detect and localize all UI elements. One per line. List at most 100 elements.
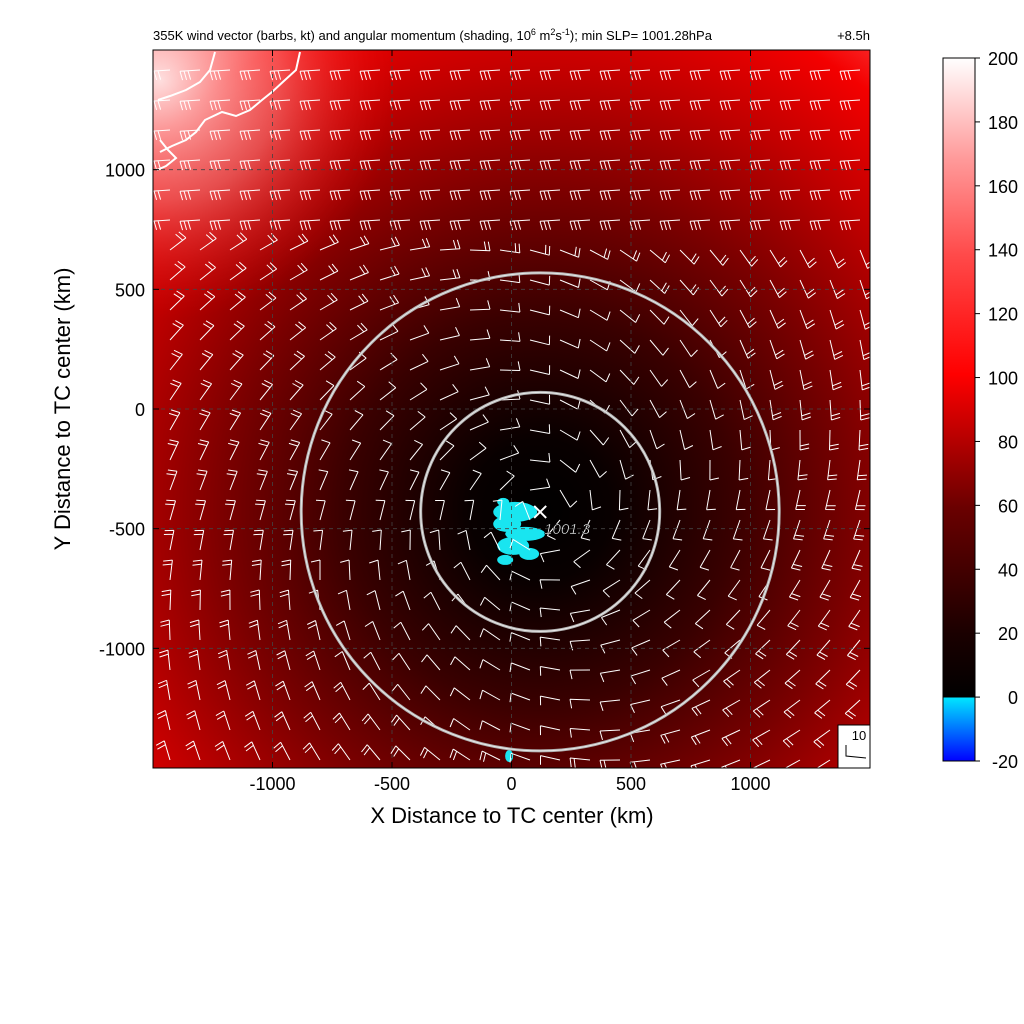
chart-title: 355K wind vector (barbs, kt) and angular… (153, 27, 713, 43)
wind-barb (660, 729, 681, 744)
wind-barb (359, 159, 381, 171)
wind-barb (302, 742, 321, 761)
wind-barb (679, 459, 691, 481)
reference-barb-box (837, 724, 871, 769)
wind-barb (719, 99, 741, 111)
wind-barb (229, 350, 244, 371)
wind-barb (799, 369, 813, 391)
wind-barb (589, 309, 611, 321)
wind-barb (349, 293, 369, 311)
wind-barb (739, 309, 757, 328)
wind-barb (509, 129, 531, 141)
wind-barb (340, 559, 351, 581)
wind-barb (839, 219, 861, 231)
wind-barb (193, 529, 205, 551)
wind-barb (689, 159, 711, 171)
wind-barb (722, 699, 741, 718)
wind-barb (153, 99, 171, 111)
y-tick-label: -500 (109, 520, 145, 540)
wind-barb (397, 559, 411, 581)
wind-barb (752, 729, 771, 748)
wind-barb (599, 729, 621, 741)
wind-barb (469, 358, 491, 371)
wind-barb (179, 99, 201, 111)
wind-barb (255, 499, 266, 521)
wind-barb (389, 99, 411, 111)
wind-barb (274, 711, 291, 731)
wind-barb (813, 729, 831, 749)
wind-barb (784, 669, 801, 690)
wind-barb (319, 409, 333, 431)
wind-barb (259, 320, 276, 341)
wind-barb (629, 219, 651, 231)
wind-barb (849, 579, 862, 601)
wind-barb (739, 399, 753, 421)
wind-barb (361, 713, 381, 731)
colorbar-tick-label: 20 (998, 624, 1018, 644)
wind-barb (546, 519, 561, 541)
wind-barb (192, 559, 203, 581)
wind-barb (709, 429, 722, 451)
wind-barb (589, 369, 611, 383)
wind-barb (429, 529, 441, 551)
x-tick-label: -500 (374, 774, 410, 794)
wind-barb (853, 519, 865, 541)
wind-barb (299, 69, 321, 81)
wind-barb (529, 478, 551, 491)
wind-barb (439, 440, 455, 461)
wind-barb (816, 759, 831, 768)
wind-barb (189, 619, 201, 641)
wind-barb (851, 549, 863, 571)
wind-barb (634, 579, 651, 600)
wind-barb (329, 129, 351, 141)
wind-barb (169, 290, 185, 311)
colorbar-tick-label: 80 (998, 432, 1018, 452)
wind-barb (569, 189, 591, 201)
wind-barb (665, 579, 681, 600)
wind-barb (165, 499, 176, 521)
wind-barb (259, 409, 272, 431)
wind-barb (166, 469, 178, 491)
wind-barb (273, 741, 291, 761)
wind-barb (499, 302, 521, 313)
y-tick-label: 500 (115, 280, 145, 300)
wind-barb (319, 234, 339, 251)
wind-barb (509, 752, 531, 763)
wind-barb (689, 99, 711, 111)
wind-barb (540, 755, 561, 765)
wind-barb (449, 189, 471, 201)
wind-barb (829, 309, 845, 330)
wind-barb (349, 380, 366, 401)
wind-barb (359, 129, 381, 141)
y-tick-label: -1000 (99, 639, 145, 659)
wind-barb (691, 699, 711, 717)
wind-barb (663, 609, 681, 629)
wind-barb (349, 322, 368, 341)
wind-barb (187, 679, 201, 701)
wind-barb (589, 429, 610, 446)
wind-barb (659, 219, 681, 231)
wind-barb (155, 740, 171, 761)
wind-barb (769, 339, 785, 360)
wind-barb (539, 69, 561, 81)
wind-barb (689, 189, 711, 201)
wind-barb (269, 69, 291, 81)
negative-momentum-patch (505, 750, 514, 762)
wind-barb (409, 439, 423, 461)
colorbar-tick-label: 100 (988, 369, 1018, 389)
wind-barb (569, 159, 591, 171)
wind-barb (661, 669, 681, 686)
wind-barb (334, 651, 351, 671)
wind-barb (719, 159, 741, 171)
wind-barb (589, 339, 611, 352)
wind-barb (239, 69, 261, 81)
wind-barb (283, 529, 294, 551)
wind-barb (611, 519, 622, 541)
wind-barb (239, 99, 261, 111)
wind-barb (721, 729, 741, 747)
wind-barb (779, 189, 801, 201)
wind-barb (409, 353, 429, 371)
min-slp-label: 1001.3 (544, 521, 591, 538)
wind-barb (809, 189, 831, 201)
wind-barb (349, 439, 362, 461)
